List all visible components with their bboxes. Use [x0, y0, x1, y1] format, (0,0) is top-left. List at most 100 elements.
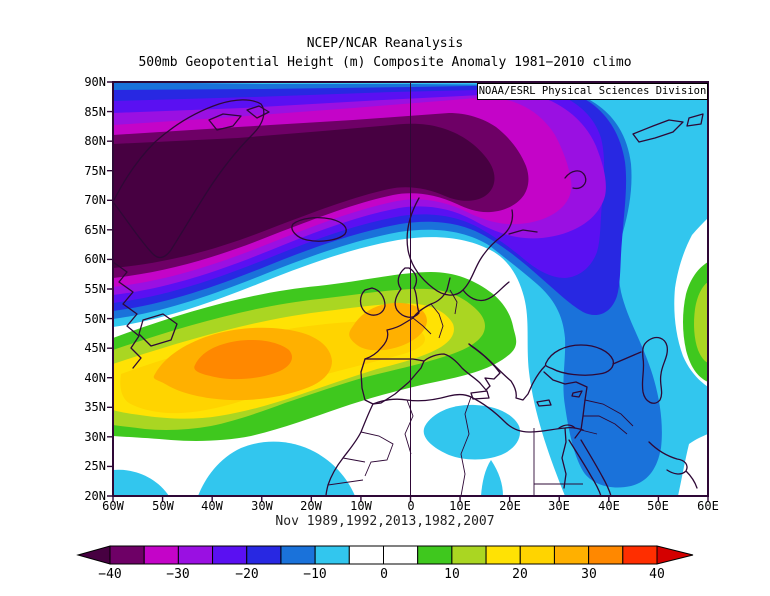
lat-label-40n: 40N: [84, 371, 106, 385]
colorbar-label-neg20: −20: [235, 567, 259, 582]
subtropical-neg10-5-patch-corner: [113, 469, 169, 496]
coast-white-sea: [564, 170, 587, 190]
colorbar-label-neg10: −10: [303, 567, 327, 582]
coastlines: [112, 99, 704, 497]
coast-persian-gulf: [648, 441, 698, 489]
anomaly-below-neg40-core: [113, 123, 495, 269]
coast-svalbard: [208, 105, 270, 131]
lon-label-10e: 10E: [449, 499, 471, 513]
colorbar-seg-neg35-30: [143, 545, 179, 565]
lat-label-90n: 90N: [84, 75, 106, 89]
coast-great-britain: [394, 267, 420, 318]
lon-label-30w: 30W: [251, 499, 273, 513]
colorbar-label-10: 10: [444, 567, 460, 582]
credit-label: NOAA/ESRL Physical Sciences Division: [478, 85, 707, 97]
lat-label-55n: 55N: [84, 282, 106, 296]
lat-label-80n: 80N: [84, 134, 106, 148]
colorbar-seg-15-20: [485, 545, 521, 565]
lat-label-75n: 75N: [84, 164, 106, 178]
colorbar-seg-35-40: [622, 545, 658, 565]
colorbar: [76, 545, 694, 565]
colorbar-seg-5-10: [417, 545, 453, 565]
north-africa-neg10-5-patch: [423, 404, 521, 460]
coast-iceland: [291, 217, 347, 242]
lon-label-10w: 10W: [350, 499, 372, 513]
lon-label-50w: 50W: [152, 499, 174, 513]
coast-turkey-levant: [543, 371, 588, 439]
colorbar-seg-neg25-20: [212, 545, 248, 565]
colorbar-seg-neg20-15: [246, 545, 282, 565]
lon-label-60w: 60W: [102, 499, 124, 513]
colorbar-label-30: 30: [581, 567, 597, 582]
lon-tick-marks: [112, 496, 709, 502]
coast-novaya-zemlya: [632, 113, 704, 143]
colorbar-label-20: 20: [512, 567, 528, 582]
coast-greenland: [112, 99, 265, 259]
coast-ireland: [359, 287, 386, 316]
subtropical-neg10-5-patch-atlantic: [198, 441, 355, 496]
lat-label-45n: 45N: [84, 341, 106, 355]
lat-label-30n: 30N: [84, 430, 106, 444]
country-borders: [327, 289, 634, 497]
coast-newfoundland: [138, 313, 178, 347]
north-africa-neg10-5-tail: [481, 460, 503, 496]
composite-dates-caption: Nov 1989,1992,2013,1982,2007: [275, 514, 495, 529]
lon-label-30e: 30E: [548, 499, 570, 513]
atlantic-ridge-pos30-35-core: [194, 340, 292, 380]
colorbar-seg-0-5: [383, 545, 419, 565]
coast-caspian: [641, 336, 669, 404]
lat-label-65n: 65N: [84, 223, 106, 237]
lon-label-20w: 20W: [300, 499, 322, 513]
coast-labrador: [112, 261, 142, 369]
colorbar-seg-30-35: [588, 545, 624, 565]
lat-label-85n: 85N: [84, 105, 106, 119]
plot-title-line2: 500mb Geopotential Height (m) Composite …: [138, 55, 632, 70]
plot-title-line1: NCEP/NCAR Reanalysis: [306, 36, 464, 51]
colorbar-seg-10-15: [451, 545, 487, 565]
colorbar-label-40: 40: [649, 567, 665, 582]
lon-label-0: 0: [407, 499, 415, 513]
lat-label-25n: 25N: [84, 459, 106, 473]
colorbar-seg-neg15-10: [280, 545, 316, 565]
colorbar-label-neg30: −30: [166, 567, 190, 582]
colorbar-label-neg40: −40: [98, 567, 122, 582]
coast-crete: [536, 399, 552, 407]
lat-label-20n: 20N: [84, 489, 106, 503]
lat-tick-marks: [107, 81, 113, 497]
colorbar-seg-20-25: [519, 545, 555, 565]
lon-label-40w: 40W: [201, 499, 223, 513]
colorbar-right-arrow: [656, 545, 694, 565]
lat-label-60n: 60N: [84, 252, 106, 266]
colorbar-label-0: 0: [380, 567, 388, 582]
colorbar-seg-neg30-25: [177, 545, 214, 565]
coast-balkans-greece: [468, 343, 546, 401]
colorbar-seg-25-30: [553, 545, 590, 565]
colorbar-left-arrow: [76, 545, 111, 565]
lat-label-50n: 50N: [84, 312, 106, 326]
lat-label-70n: 70N: [84, 193, 106, 207]
colorbar-seg-neg5-0: [348, 545, 384, 565]
border-lines-europe: [412, 289, 458, 339]
colorbar-outline: [109, 545, 658, 565]
composite-anomaly-map: [107, 81, 709, 502]
credit-box: NOAA/ESRL Physical Sciences Division: [477, 83, 708, 100]
coast-north-sea-channel: [364, 277, 451, 360]
colorbar-seg-neg10-5: [314, 545, 350, 565]
border-lines-africa: [327, 396, 583, 497]
coast-iberia: [360, 358, 425, 405]
east-edge-pos10-15: [694, 282, 708, 363]
lon-label-40e: 40E: [598, 499, 620, 513]
coast-caucasus: [612, 351, 642, 365]
coast-nile: [558, 424, 576, 489]
lon-label-50e: 50E: [647, 499, 669, 513]
lon-label-60e: 60E: [697, 499, 719, 513]
border-lines-mideast: [580, 399, 634, 435]
lat-label-35n: 35N: [84, 400, 106, 414]
coast-red-sea: [568, 439, 612, 497]
coast-black-sea: [544, 344, 615, 376]
colorbar-segments: [109, 545, 658, 565]
coast-baltic: [462, 229, 538, 302]
lon-label-20e: 20E: [499, 499, 521, 513]
colorbar-seg-neg40-35: [109, 545, 145, 565]
